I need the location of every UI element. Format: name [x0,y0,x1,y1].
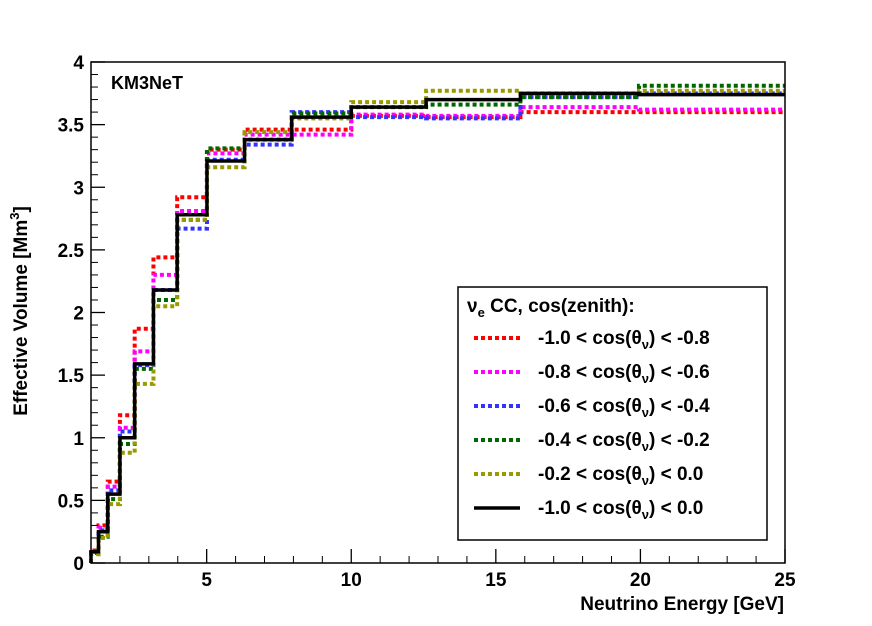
y-tick-label: 3 [73,178,84,199]
x-axis-title: Neutrino Energy [GeV] [580,594,784,615]
y-tick-label: 0.5 [58,491,85,512]
axes-layer: 0 0.5 1 1.5 2 2.5 3 3.5 4 5 10 15 20 25 [58,53,796,591]
legend-label-text: -0.6 < cos(θ [538,396,642,417]
legend-label-text: -0.8 < cos(θ [538,362,642,383]
y-tick-label: 1 [73,429,84,450]
legend-label-subscript: ν [642,371,649,386]
legend-label-text: ) < -0.6 [649,362,710,383]
x-tick-label: 15 [485,570,507,591]
x-tick-label: 5 [201,570,212,591]
legend-label-text: -1.0 < cos(θ [538,498,642,519]
legend-header-nu: ν [467,296,478,317]
legend-label-5: -0.2 < cos(θν) < 0.0 [538,464,703,488]
legend-label-text: ) < 0.0 [649,464,703,485]
legend-entries: -1.0 < cos(θν) < -0.8-0.8 < cos(θν) < -0… [474,328,710,522]
legend-label-text: ) < 0.0 [649,498,703,519]
experiment-annotation: KM3NeT [111,73,183,93]
y-axis-title-main: Effective Volume [Mm [11,220,32,416]
legend-label-text: ) < -0.8 [649,328,710,349]
legend-label-subscript: ν [642,405,649,420]
series-line-1 [89,110,785,563]
x-tick-label: 25 [774,570,796,591]
legend-header: νe CC, cos(zenith): [467,296,635,320]
legend-label-subscript: ν [642,439,649,454]
y-tick-label: 2 [73,304,84,325]
x-tick-label: 20 [630,570,651,591]
legend-label-subscript: ν [642,507,649,522]
legend-label-text: -1.0 < cos(θ [538,328,642,349]
legend: νe CC, cos(zenith): -1.0 < cos(θν) < -0.… [457,286,768,541]
series-layer [89,83,785,563]
series-line-3 [89,91,785,563]
y-axis-title-superscript: 3 [7,213,22,220]
y-tick-label: 0 [73,554,84,575]
legend-label-subscript: ν [642,473,649,488]
y-axis-title: Effective Volume [Mm3] [7,206,32,416]
x-tick-label: 10 [341,570,362,591]
legend-label-text: ) < -0.2 [649,430,710,451]
legend-label-text: -0.4 < cos(θ [538,430,642,451]
y-tick-label: 4 [73,53,84,74]
legend-label-4: -0.4 < cos(θν) < -0.2 [538,430,710,454]
legend-header-rest: CC, cos(zenith): [485,296,635,317]
y-tick-label: 2.5 [58,241,85,262]
legend-label-3: -0.6 < cos(θν) < -0.4 [538,396,710,420]
legend-label-text: ) < -0.4 [649,396,710,417]
y-axis-title-close: ] [11,206,32,212]
legend-header-subscript: e [478,305,485,320]
legend-label-subscript: ν [642,337,649,352]
y-tick-label: 3.5 [58,116,85,137]
legend-label-2: -0.8 < cos(θν) < -0.6 [538,362,710,386]
y-tick-label: 1.5 [58,366,85,387]
legend-label-6: -1.0 < cos(θν) < 0.0 [538,498,703,522]
series-line-6 [89,91,785,563]
legend-label-1: -1.0 < cos(θν) < -0.8 [538,328,710,352]
legend-label-text: -0.2 < cos(θ [538,464,642,485]
legend-box [457,286,768,541]
